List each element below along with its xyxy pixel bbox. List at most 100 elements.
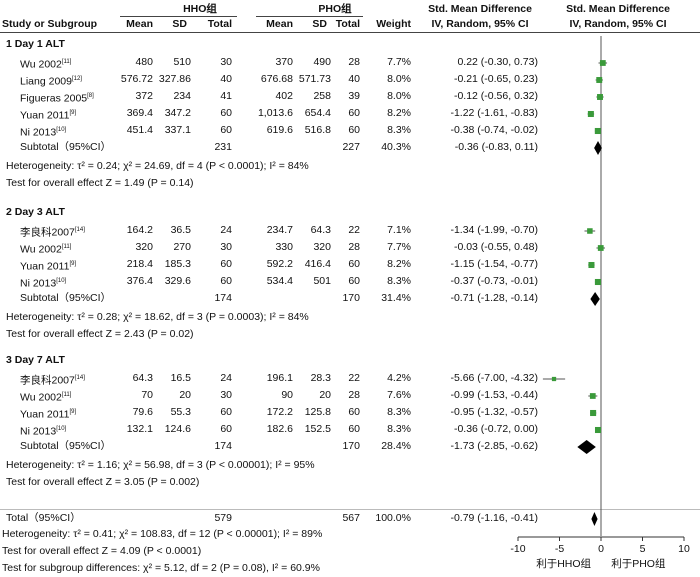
cell-s1: 16.5 bbox=[170, 372, 191, 384]
cell-m1: 480 bbox=[135, 56, 153, 68]
cell-s1: 270 bbox=[173, 241, 191, 253]
subtotal-weight: 28.4% bbox=[381, 440, 411, 452]
cell-m2: 676.68 bbox=[260, 73, 293, 85]
x-tick-label: 10 bbox=[678, 543, 690, 555]
total-heterogeneity: Heterogeneity: τ² = 0.41; χ² = 108.83, d… bbox=[2, 528, 323, 540]
study-name: Wu 2002[11] bbox=[20, 241, 71, 257]
cell-s2: 416.4 bbox=[304, 258, 331, 270]
cell-m2: 172.2 bbox=[266, 406, 293, 418]
cell-m2: 330 bbox=[275, 241, 293, 253]
reference-superscript: [14] bbox=[74, 375, 85, 381]
total-separator bbox=[0, 509, 700, 510]
cell-s2: 571.73 bbox=[298, 73, 331, 85]
cell-m2: 196.1 bbox=[266, 372, 293, 384]
study-estimate-square bbox=[588, 261, 595, 269]
cell-n2: 60 bbox=[348, 258, 360, 270]
cell-w: 7.1% bbox=[387, 224, 411, 236]
study-name-text: Yuan 2011 bbox=[20, 260, 70, 273]
study-estimate-square bbox=[599, 60, 606, 66]
cell-s2: 20 bbox=[319, 389, 331, 401]
subtotal-n1: 174 bbox=[214, 440, 232, 452]
subtotal-n1: 231 bbox=[214, 141, 232, 153]
cell-s2: 28.3 bbox=[310, 372, 331, 384]
study-name-text: Figueras 2005 bbox=[20, 92, 88, 105]
cell-ci: -0.21 (-0.65, 0.23) bbox=[453, 73, 538, 85]
study-name: Ni 2013[10] bbox=[20, 423, 66, 439]
cell-n1: 41 bbox=[220, 90, 232, 102]
subtotal-ci: -1.73 (-2.85, -0.62) bbox=[450, 440, 538, 452]
study-name: Ni 2013[10] bbox=[20, 124, 66, 140]
heterogeneity-text: Heterogeneity: τ² = 1.16; χ² = 56.98, df… bbox=[6, 459, 315, 471]
cell-m1: 372 bbox=[135, 90, 153, 102]
study-name: Liang 2009[12] bbox=[20, 73, 82, 89]
study-estimate-square bbox=[589, 393, 596, 399]
cell-s2: 320 bbox=[313, 241, 331, 253]
study-name-text: Ni 2013 bbox=[20, 277, 57, 290]
cell-s1: 329.6 bbox=[164, 275, 191, 287]
cell-n1: 60 bbox=[220, 258, 232, 270]
subtotal-label: Subtotal（95%CI） bbox=[20, 141, 112, 153]
cell-s2: 490 bbox=[313, 56, 331, 68]
study-name: Yuan 2011[9] bbox=[20, 406, 76, 422]
pho-mean-header: Mean bbox=[266, 18, 293, 30]
pho-sd-header: SD bbox=[312, 18, 327, 30]
smd-method-left: IV, Random, 95% CI bbox=[431, 18, 529, 30]
reference-superscript: [9] bbox=[69, 409, 77, 415]
cell-n2: 28 bbox=[348, 56, 360, 68]
cell-m2: 1,013.6 bbox=[257, 107, 293, 119]
cell-s1: 36.5 bbox=[170, 224, 191, 236]
cell-ci: -0.38 (-0.74, -0.02) bbox=[450, 124, 538, 136]
cell-ci: -1.22 (-1.61, -0.83) bbox=[450, 107, 538, 119]
cell-n2: 28 bbox=[348, 389, 360, 401]
study-name: Figueras 2005[8] bbox=[20, 90, 94, 106]
cell-m1: 64.3 bbox=[132, 372, 153, 384]
heterogeneity-text: Heterogeneity: τ² = 0.24; χ² = 24.69, df… bbox=[6, 160, 309, 172]
total-weight: 100.0% bbox=[375, 512, 411, 524]
cell-s1: 327.86 bbox=[158, 73, 191, 85]
cell-s1: 347.2 bbox=[164, 107, 191, 119]
cell-s2: 125.8 bbox=[304, 406, 331, 418]
x-tick-label: -5 bbox=[555, 543, 564, 555]
cell-s2: 654.4 bbox=[304, 107, 331, 119]
cell-w: 7.7% bbox=[387, 56, 411, 68]
total-n2: 567 bbox=[342, 512, 360, 524]
study-name: Yuan 2011[9] bbox=[20, 107, 76, 123]
total-label: Total（95%CI） bbox=[6, 512, 81, 524]
total-overall-effect: Test for overall effect Z = 4.09 (P < 0.… bbox=[2, 545, 202, 557]
cell-s2: 258 bbox=[313, 90, 331, 102]
cell-w: 8.0% bbox=[387, 90, 411, 102]
cell-s2: 152.5 bbox=[304, 423, 331, 435]
cell-m2: 182.6 bbox=[266, 423, 293, 435]
total-n1: 579 bbox=[214, 512, 232, 524]
study-name-text: Wu 2002 bbox=[20, 243, 62, 256]
cell-s2: 64.3 bbox=[310, 224, 331, 236]
cell-s1: 510 bbox=[173, 56, 191, 68]
hho-group-header: HHO组 bbox=[183, 3, 217, 15]
summary-diamond bbox=[590, 292, 600, 306]
reference-superscript: [8] bbox=[87, 93, 94, 99]
x-tick-label: 5 bbox=[640, 543, 646, 555]
hho-mean-header: Mean bbox=[126, 18, 153, 30]
x-tick-label: 0 bbox=[598, 543, 604, 555]
study-name: Wu 2002[11] bbox=[20, 56, 71, 72]
total-ci: -0.79 (-1.16, -0.41) bbox=[450, 512, 538, 524]
smd-method-right: IV, Random, 95% CI bbox=[569, 18, 667, 30]
cell-n2: 40 bbox=[348, 73, 360, 85]
summary-diamond bbox=[594, 141, 602, 155]
reference-superscript: [9] bbox=[69, 110, 77, 116]
cell-s1: 234 bbox=[173, 90, 191, 102]
study-estimate-square bbox=[551, 376, 557, 382]
study-name-text: 李良科2007 bbox=[20, 374, 75, 387]
cell-m1: 576.72 bbox=[120, 73, 153, 85]
subtotal-weight: 40.3% bbox=[381, 141, 411, 153]
cell-n1: 30 bbox=[220, 241, 232, 253]
cell-n2: 60 bbox=[348, 107, 360, 119]
cell-w: 7.7% bbox=[387, 241, 411, 253]
cell-m1: 369.4 bbox=[126, 107, 153, 119]
header-rule bbox=[0, 32, 700, 33]
cell-n1: 60 bbox=[220, 406, 232, 418]
col-study-header: Study or Subgroup bbox=[2, 18, 98, 30]
cell-ci: -5.66 (-7.00, -4.32) bbox=[450, 372, 538, 384]
cell-w: 8.3% bbox=[387, 423, 411, 435]
cell-ci: -1.15 (-1.54, -0.77) bbox=[450, 258, 538, 270]
